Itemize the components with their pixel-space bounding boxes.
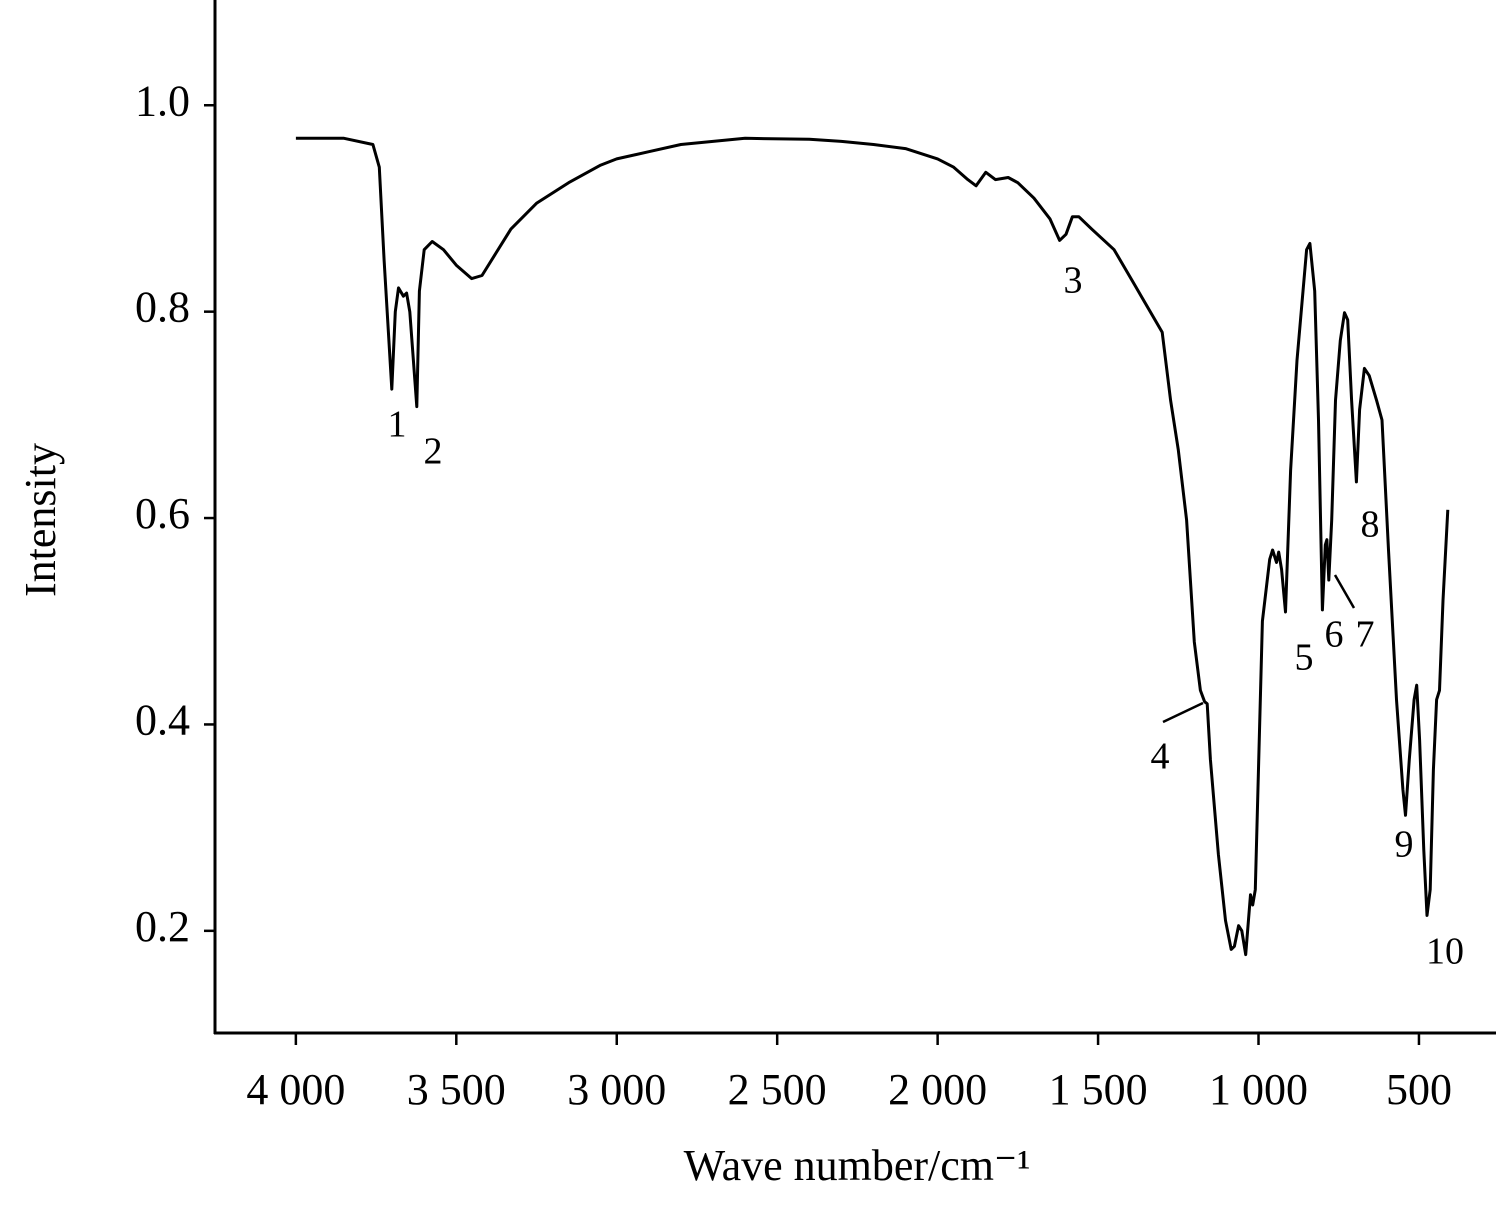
y-tick-label: 0.6	[135, 489, 190, 538]
x-tick-label: 4 000	[246, 1065, 345, 1114]
peak-label: 4	[1151, 736, 1170, 778]
peak-label: 2	[424, 431, 443, 473]
x-tick-label: 2 000	[888, 1065, 987, 1114]
peak-label: 10	[1426, 931, 1464, 973]
y-axis-title: Intensity	[16, 443, 65, 597]
x-tick-label: 500	[1386, 1065, 1452, 1114]
x-tick-label: 3 000	[567, 1065, 666, 1114]
leader-line	[1333, 574, 1356, 609]
x-tick-label: 2 500	[728, 1065, 827, 1114]
peak-label: 6	[1325, 614, 1344, 656]
x-tick-label: 1 500	[1049, 1065, 1148, 1114]
y-tick-label: 0.2	[135, 902, 190, 951]
y-tick-label: 0.8	[135, 283, 190, 332]
peak-label: 1	[388, 404, 407, 446]
x-axis-title: Wave number/cm⁻¹	[684, 1141, 1031, 1190]
y-tick-label: 0.4	[135, 696, 190, 745]
peak-label: 9	[1395, 824, 1414, 866]
x-tick-label: 3 500	[407, 1065, 506, 1114]
x-tick-label: 1 000	[1209, 1065, 1308, 1114]
peak-label: 3	[1064, 260, 1083, 302]
y-tick-label: 1.0	[135, 76, 190, 125]
peak-label: 7	[1356, 614, 1375, 656]
peak-label: 5	[1295, 637, 1314, 679]
peak-label: 8	[1361, 504, 1380, 546]
leader-line	[1162, 701, 1204, 724]
spectrum-line	[295, 136, 1450, 957]
